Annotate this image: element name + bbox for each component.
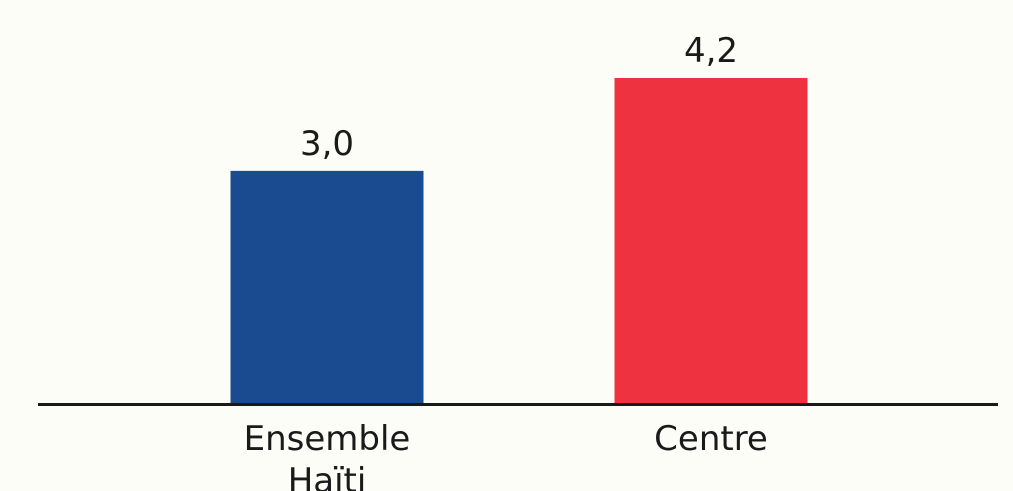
category-label-1-line-0: Centre bbox=[654, 419, 768, 459]
bar-value-label-1: 4,2 bbox=[684, 31, 738, 71]
bar-value-label-0: 3,0 bbox=[300, 124, 354, 164]
value-labels-group: 3,0 4,2 bbox=[300, 31, 738, 164]
bar-0 bbox=[230, 170, 424, 403]
category-label-0-line-1: Haïti bbox=[288, 461, 367, 491]
bars-group bbox=[230, 78, 808, 403]
bar-1 bbox=[614, 78, 808, 403]
category-label-0-line-0: Ensemble bbox=[244, 419, 411, 459]
